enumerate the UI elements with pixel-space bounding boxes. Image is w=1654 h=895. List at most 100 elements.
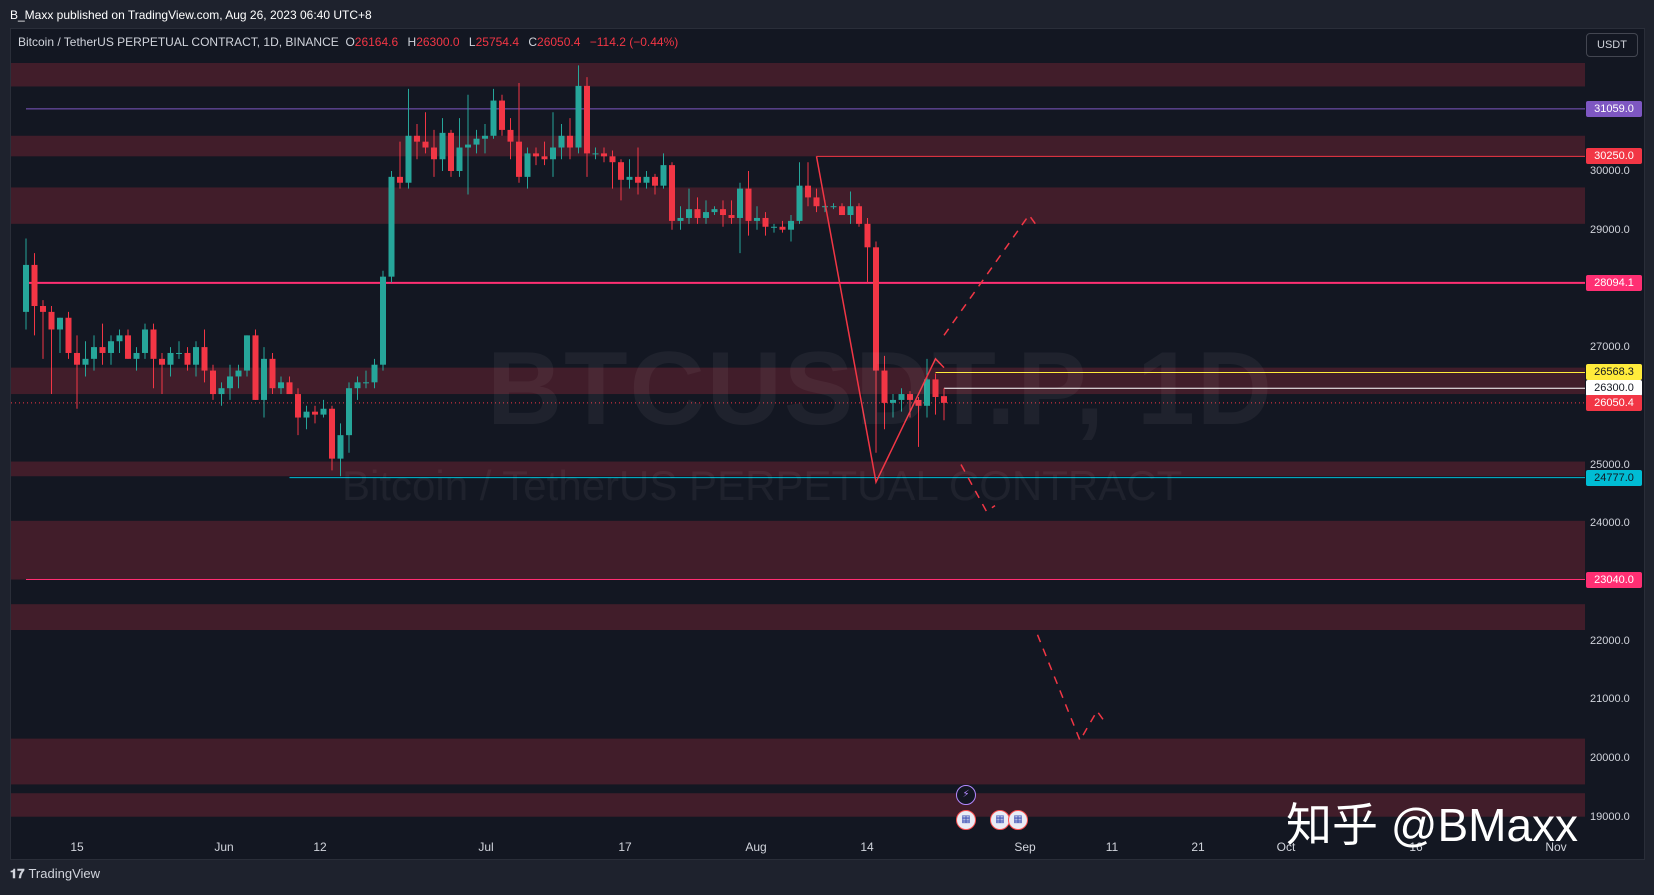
candle-body: [363, 382, 369, 384]
candle-body: [176, 352, 182, 354]
candle-body: [448, 132, 454, 171]
chart-pane[interactable]: [10, 28, 1645, 860]
candle-body: [388, 176, 395, 277]
candle-body: [329, 408, 335, 459]
candle-body: [295, 394, 301, 418]
candle-body: [252, 335, 259, 400]
y-tick-label: 25000.0: [1590, 458, 1630, 471]
candle-body: [575, 85, 582, 148]
candle-body: [754, 217, 760, 221]
candle-body: [99, 347, 106, 353]
price-tag[interactable]: 24777.0: [1586, 469, 1642, 486]
candle-body: [91, 347, 97, 359]
price-tag[interactable]: 26300.0: [1586, 380, 1642, 397]
supply-demand-zone: [11, 738, 1585, 785]
x-tick-label: 16: [1409, 840, 1423, 854]
candle-body: [210, 370, 216, 395]
candle-body: [524, 153, 531, 177]
us-flag-event-icon[interactable]: ▦: [956, 810, 976, 830]
y-tick-label: 27000.0: [1590, 341, 1630, 354]
x-tick-label: Oct: [1276, 840, 1296, 854]
candle-body: [660, 165, 667, 186]
us-flag-event-icon[interactable]: ▦: [990, 810, 1010, 830]
candle-body: [405, 135, 412, 183]
candle-body: [864, 223, 871, 248]
supply-demand-zone: [11, 604, 1585, 631]
currency-button[interactable]: USDT: [1586, 33, 1638, 57]
legend-high-label: H: [407, 35, 417, 49]
y-tick-label: 29000.0: [1590, 223, 1630, 236]
lightning-event-icon[interactable]: ⚡: [956, 785, 976, 805]
legend-low: 25754.4: [475, 35, 519, 49]
price-tag[interactable]: 31059.0: [1586, 100, 1642, 117]
candle-body: [490, 100, 497, 136]
candle-body: [414, 135, 420, 142]
candle-body: [193, 347, 199, 365]
legend-close-label: C: [528, 35, 538, 49]
candle-body: [286, 382, 293, 395]
legend-symbol[interactable]: Bitcoin / TetherUS PERPETUAL CONTRACT, 1…: [18, 35, 339, 49]
candle-body: [550, 147, 556, 160]
candle-body: [431, 147, 437, 160]
candle-body: [184, 352, 191, 365]
candle-body: [337, 435, 344, 459]
candle-body: [65, 317, 72, 353]
supply-demand-zone: [11, 135, 1585, 157]
candle-body: [915, 399, 922, 406]
candle-body: [635, 176, 641, 183]
x-tick-label: Jul: [478, 840, 494, 854]
x-tick-label: Nov: [1545, 840, 1567, 854]
price-tag[interactable]: 28094.1: [1586, 274, 1642, 291]
candle-body: [482, 135, 488, 139]
candle-body: [439, 132, 446, 160]
y-tick-label: 20000.0: [1590, 752, 1630, 764]
price-tag[interactable]: 26050.4: [1586, 394, 1642, 411]
candle-body: [456, 147, 463, 171]
candle-body: [235, 370, 242, 377]
candle-body: [762, 217, 769, 227]
candle-body: [771, 226, 777, 228]
candle-body: [728, 215, 735, 218]
legend-high: 26300.0: [416, 35, 460, 49]
candle-body: [244, 335, 250, 371]
candle-body: [23, 264, 29, 312]
y-tick-label: 30000.0: [1590, 165, 1630, 177]
x-tick-label: 17: [618, 840, 632, 854]
candle-body: [686, 209, 692, 218]
tradingview-logo-icon: 𝟏𝟕: [10, 866, 25, 881]
legend-change: −114.2 (−0.44%): [589, 35, 679, 49]
candle-body: [371, 364, 378, 383]
footer-branding: 𝟏𝟕 TradingView: [10, 866, 100, 882]
zhihu-overlay-text: 知乎 @BMaxx: [1286, 799, 1579, 851]
candle-body: [303, 411, 310, 418]
supply-demand-zone: [11, 793, 1585, 817]
x-tick-label: Aug: [745, 840, 767, 854]
candle-body: [320, 408, 327, 415]
legend-close: 26050.4: [537, 35, 581, 49]
candle-body: [82, 358, 89, 365]
candle-body: [516, 141, 522, 177]
x-tick-label: Jun: [214, 840, 234, 854]
legend-open-label: O: [345, 35, 355, 49]
x-tick-label: 14: [860, 840, 874, 854]
drawn-zigzag-path: [815, 156, 945, 485]
candle-body: [881, 370, 888, 403]
candle-body: [932, 379, 939, 397]
candle-body: [720, 209, 726, 216]
us-flag-event-icon[interactable]: ▦: [1008, 810, 1028, 830]
projection-up-path: [943, 213, 1039, 336]
x-tick-label: 11: [1105, 840, 1119, 854]
candle-body: [227, 376, 233, 389]
candle-body: [907, 394, 913, 400]
candle-body: [541, 156, 548, 160]
description-watermark: Bitcoin / TetherUS PERPETUAL CONTRACT: [342, 462, 1183, 509]
candle-body: [201, 347, 208, 371]
price-tag[interactable]: 23040.0: [1586, 571, 1642, 588]
price-tag[interactable]: 26568.3: [1586, 364, 1642, 381]
candle-body: [779, 226, 786, 230]
candle-body: [133, 352, 140, 359]
price-tag[interactable]: 30250.0: [1586, 148, 1642, 165]
candle-body: [142, 329, 148, 353]
candle-body: [346, 388, 352, 436]
